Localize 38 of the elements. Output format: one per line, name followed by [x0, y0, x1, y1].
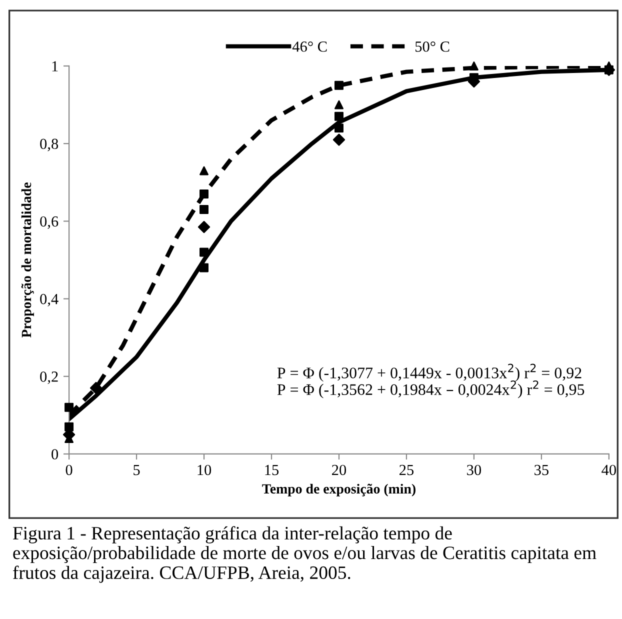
point — [332, 134, 346, 146]
y-axis-title: Proporção de mortalidade — [21, 182, 34, 338]
point — [200, 263, 209, 272]
x-tick-label: 40 — [602, 464, 616, 476]
point — [200, 190, 209, 199]
point — [334, 80, 344, 90]
point — [334, 100, 344, 110]
x-tick-label: 35 — [534, 464, 548, 476]
legend-label: 46° C — [292, 41, 327, 52]
point — [200, 166, 209, 176]
point — [90, 382, 102, 394]
point — [604, 65, 614, 74]
x-tick-label: 5 — [134, 464, 140, 476]
x-tick-label: 30 — [467, 464, 482, 476]
point — [198, 220, 210, 234]
point — [334, 112, 344, 121]
point — [334, 124, 344, 133]
x-tick-label: 15 — [265, 464, 279, 476]
x-tick-label: 0 — [66, 464, 72, 476]
y-tick-label: 1 — [52, 61, 58, 72]
text: Figura 1 - Representação gráfica da inter-relação tempo de exposição/probabilidade de morte de ovos e/ou larvas de Ceratitis capitata em frutos da cajazeira. CCA/UFPB, Areia, 2005. — [12, 526, 596, 583]
y-tick-label: 0,6 — [40, 216, 58, 229]
x-tick-label: 25 — [400, 464, 414, 476]
point — [200, 205, 209, 214]
y-tick-label: 0,2 — [40, 372, 58, 384]
y-tick-label: 0 — [52, 449, 58, 460]
point — [469, 61, 478, 70]
point — [200, 248, 209, 257]
x-tick-label: 20 — [332, 464, 346, 476]
y-tick-label: 0,8 — [40, 138, 58, 152]
x-axis-title: Tempo de exposição (min) — [262, 484, 416, 496]
x-tick-label: 10 — [198, 464, 212, 476]
legend-label: 50° C — [416, 41, 450, 52]
point — [64, 422, 74, 432]
annotation: P = Φ (-1,3562 + 0,1984x – 0,0024x$^{2}$) r$^{2}$ = 0,95 — [277, 380, 584, 398]
annotation: P = Φ (-1,3077 + 0,1449x - 0,0013x$^{2}$) r$^{2}$ = 0,92 — [277, 364, 582, 382]
point — [64, 402, 74, 412]
y-tick-label: 0,4 — [40, 294, 58, 306]
